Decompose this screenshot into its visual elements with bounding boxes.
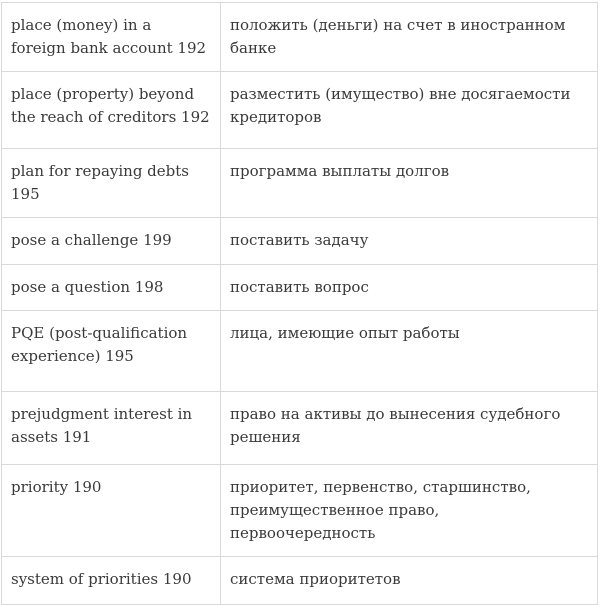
table-row: pose a challenge 199 поставить задачу — [1, 217, 598, 265]
table-row: PQE (post-qualification experience) 195 … — [1, 310, 598, 392]
term-cell-en: plan for repaying debts 195 — [1, 148, 221, 218]
term-cell-en: PQE (post-qualification experience) 195 — [1, 310, 221, 392]
term-cell-en: place (money) in a foreign bank account … — [1, 2, 221, 72]
term-cell-ru: программа выплаты долгов — [220, 148, 598, 218]
term-cell-ru: приоритет, первенство, старшинство, преи… — [220, 464, 598, 557]
term-cell-ru: поставить вопрос — [220, 264, 598, 311]
table-row: system of priorities 190 система приорит… — [1, 556, 598, 605]
term-cell-en: system of priorities 190 — [1, 556, 221, 605]
table-row: place (property) beyond the reach of cre… — [1, 71, 598, 149]
table-row: place (money) in a foreign bank account … — [1, 2, 598, 72]
term-cell-en: priority 190 — [1, 464, 221, 557]
term-cell-ru: лица, имеющие опыт работы — [220, 310, 598, 392]
term-cell-en: place (property) beyond the reach of cre… — [1, 71, 221, 149]
term-cell-ru: поставить задачу — [220, 217, 598, 265]
term-cell-ru: система приоритетов — [220, 556, 598, 605]
term-cell-ru: право на активы до вынесения судебного р… — [220, 391, 598, 465]
table-row: plan for repaying debts 195 программа вы… — [1, 148, 598, 218]
table-row: pose a question 198 поставить вопрос — [1, 264, 598, 311]
term-cell-en: pose a question 198 — [1, 264, 221, 311]
term-cell-en: pose a challenge 199 — [1, 217, 221, 265]
term-cell-ru: разместить (имущество) вне досягаемости … — [220, 71, 598, 149]
table-row: prejudgment interest in assets 191 право… — [1, 391, 598, 465]
term-cell-ru: положить (деньги) на счет в иностранном … — [220, 2, 598, 72]
term-cell-en: prejudgment interest in assets 191 — [1, 391, 221, 465]
table-row: priority 190 приоритет, первенство, стар… — [1, 464, 598, 557]
